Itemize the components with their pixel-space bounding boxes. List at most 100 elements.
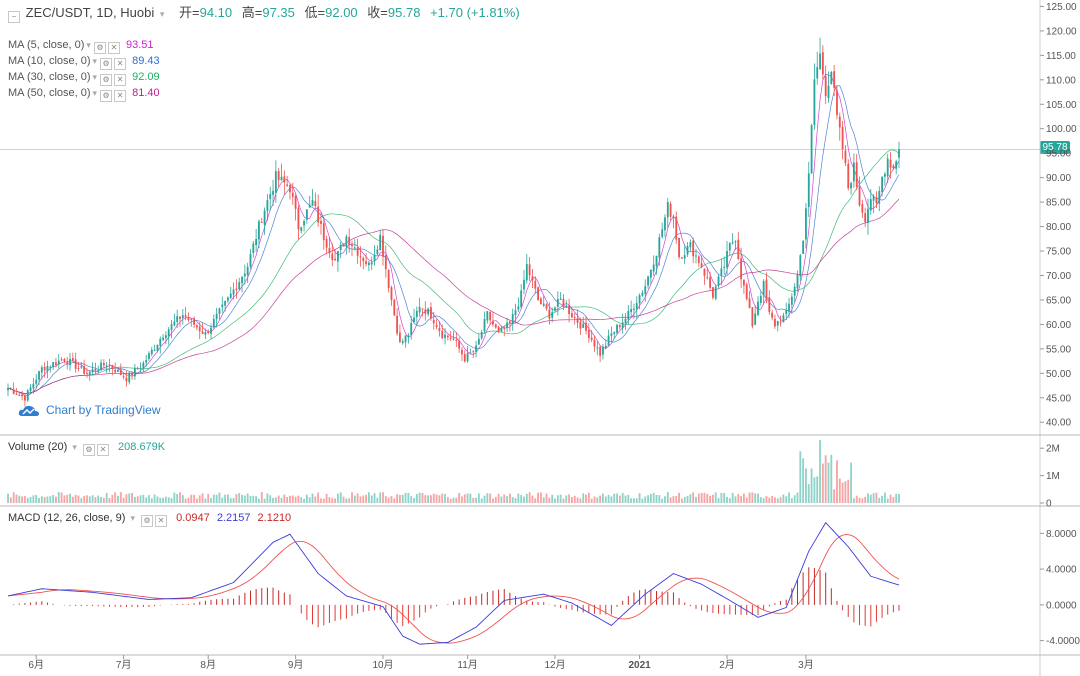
volume-bar bbox=[108, 498, 111, 503]
volume-bar bbox=[100, 496, 102, 503]
candle-body bbox=[497, 326, 500, 332]
close-icon[interactable]: ✕ bbox=[114, 58, 127, 70]
close-icon[interactable]: ✕ bbox=[114, 74, 127, 86]
chevron-down-icon[interactable]: ▾ bbox=[159, 9, 165, 19]
settings-icon[interactable]: ⚙ bbox=[93, 42, 106, 54]
volume-bar bbox=[869, 494, 872, 503]
volume-bar bbox=[303, 498, 305, 503]
volume-bar bbox=[706, 493, 709, 503]
chevron-down-icon[interactable]: ▾ bbox=[92, 56, 98, 66]
candle-body bbox=[210, 327, 212, 334]
chevron-down-icon[interactable]: ▾ bbox=[86, 40, 91, 50]
volume-bar bbox=[164, 496, 167, 503]
candle-body bbox=[277, 171, 280, 181]
volume-bar bbox=[286, 497, 289, 503]
candle-body bbox=[255, 239, 258, 246]
candle-body bbox=[345, 236, 348, 247]
candle-body bbox=[263, 210, 266, 225]
volume-bar bbox=[680, 498, 683, 503]
close-icon[interactable]: ✕ bbox=[114, 90, 127, 102]
volume-bar bbox=[280, 497, 283, 503]
volume-bar bbox=[305, 494, 308, 503]
candle-body bbox=[486, 311, 489, 321]
settings-icon[interactable]: ⚙ bbox=[100, 90, 113, 102]
minus-square-icon[interactable]: − bbox=[8, 11, 20, 23]
volume-bar bbox=[475, 497, 477, 503]
candle-body bbox=[661, 229, 664, 237]
candle-body bbox=[46, 365, 49, 372]
ma-label[interactable]: MA (10, close, 0) bbox=[8, 55, 91, 67]
volume-bar bbox=[91, 495, 94, 503]
macd-signal-value: 2.1210 bbox=[257, 512, 292, 524]
candle-body bbox=[872, 196, 875, 201]
volume-bar bbox=[410, 496, 413, 503]
chevron-down-icon[interactable]: ▾ bbox=[92, 88, 98, 98]
candle-body bbox=[105, 365, 108, 367]
symbol-title[interactable]: ZEC/USDT, 1D, Huobi bbox=[25, 5, 155, 20]
candle-body bbox=[836, 90, 838, 116]
settings-icon[interactable]: ⚙ bbox=[82, 444, 95, 456]
volume-bar bbox=[796, 492, 799, 503]
volume-bar bbox=[441, 493, 444, 503]
price-tick-label: 120.00 bbox=[1046, 26, 1077, 37]
candle-body bbox=[664, 217, 666, 231]
tradingview-watermark[interactable]: Chart by TradingView bbox=[18, 403, 161, 417]
settings-icon[interactable]: ⚙ bbox=[141, 515, 154, 527]
candle-body bbox=[362, 257, 365, 262]
volume-bar bbox=[40, 496, 43, 503]
volume-bar bbox=[311, 493, 314, 503]
volume-bar bbox=[269, 495, 272, 503]
volume-bar bbox=[339, 492, 342, 503]
volume-bar bbox=[393, 498, 396, 503]
candle-body bbox=[503, 327, 506, 329]
candle-body bbox=[243, 273, 246, 277]
volume-bar bbox=[740, 495, 743, 503]
chevron-down-icon[interactable]: ▾ bbox=[130, 513, 135, 523]
candle-body bbox=[280, 176, 283, 181]
candle-body bbox=[215, 313, 218, 320]
volume-label[interactable]: Volume (20) bbox=[8, 441, 68, 453]
candle-body bbox=[353, 247, 356, 249]
macd-label[interactable]: MACD (12, 26, close, 9) bbox=[8, 512, 126, 524]
volume-bar bbox=[683, 497, 686, 503]
candle-body bbox=[824, 76, 827, 97]
close-icon[interactable]: ✕ bbox=[107, 42, 120, 54]
volume-bar bbox=[322, 498, 325, 503]
volume-bar bbox=[359, 496, 362, 503]
watermark-text: Chart by TradingView bbox=[46, 403, 161, 417]
close-icon[interactable]: ✕ bbox=[155, 515, 168, 527]
candle-body bbox=[765, 279, 768, 299]
ma-label[interactable]: MA (5, close, 0) bbox=[8, 39, 85, 51]
volume-bar bbox=[148, 495, 150, 503]
ma5-line bbox=[7, 73, 900, 397]
candle-body bbox=[793, 286, 796, 296]
settings-icon[interactable]: ⚙ bbox=[100, 58, 113, 70]
volume-bar bbox=[94, 497, 97, 503]
ma-label[interactable]: MA (50, close, 0) bbox=[8, 87, 91, 99]
cloud-logo-icon bbox=[18, 405, 39, 416]
candle-body bbox=[703, 268, 706, 276]
volume-bar bbox=[548, 497, 551, 503]
volume-bar bbox=[156, 496, 159, 503]
candle-body bbox=[683, 255, 686, 259]
volume-bar bbox=[43, 497, 46, 503]
volume-bar bbox=[892, 496, 895, 503]
volume-bar bbox=[821, 463, 824, 503]
time-tick-label: 8月 bbox=[200, 659, 216, 671]
candle-body bbox=[489, 312, 492, 321]
candle-body bbox=[610, 333, 613, 336]
volume-bar bbox=[258, 498, 260, 503]
chevron-down-icon[interactable]: ▾ bbox=[92, 72, 98, 82]
candle-body bbox=[695, 255, 697, 257]
candle-body bbox=[562, 298, 565, 307]
ma-label[interactable]: MA (30, close, 0) bbox=[8, 71, 91, 83]
volume-bar bbox=[469, 493, 472, 503]
settings-icon[interactable]: ⚙ bbox=[100, 74, 113, 86]
volume-bar bbox=[150, 498, 153, 503]
volume-bar bbox=[661, 498, 664, 503]
close-icon[interactable]: ✕ bbox=[96, 444, 109, 456]
candle-body bbox=[438, 327, 441, 331]
chevron-down-icon[interactable]: ▾ bbox=[72, 442, 77, 452]
candle-body bbox=[86, 372, 88, 374]
